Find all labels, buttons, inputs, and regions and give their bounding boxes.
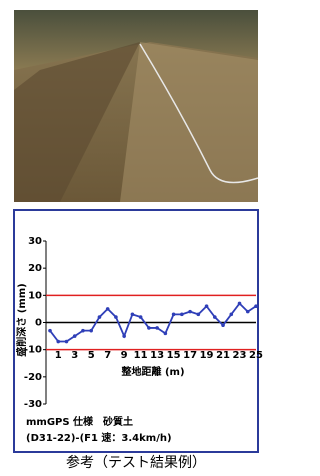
data-point bbox=[98, 315, 102, 319]
x-tick-label: 13 bbox=[150, 350, 164, 361]
data-point bbox=[213, 315, 217, 319]
caption: 参考（テスト結果例） bbox=[66, 454, 206, 471]
data-point bbox=[114, 315, 118, 319]
data-point bbox=[122, 334, 126, 338]
data-point bbox=[139, 315, 143, 319]
x-tick-label: 1 bbox=[55, 350, 62, 361]
x-tick-label: 7 bbox=[104, 350, 111, 361]
x-tick-label: 3 bbox=[71, 350, 78, 361]
x-axis-title: 整地距離 (m) bbox=[120, 365, 184, 378]
x-tick-label: 11 bbox=[134, 350, 148, 361]
y-tick-label: 20 bbox=[28, 263, 42, 274]
data-point bbox=[48, 329, 52, 333]
photo bbox=[14, 10, 258, 202]
data-point bbox=[73, 334, 77, 338]
data-point bbox=[131, 313, 135, 317]
data-point bbox=[229, 313, 233, 317]
data-point bbox=[254, 304, 258, 308]
data-point bbox=[106, 307, 110, 311]
data-point bbox=[205, 304, 209, 308]
data-point bbox=[89, 329, 93, 333]
y-tick-label: -10 bbox=[24, 345, 42, 356]
data-point bbox=[238, 302, 242, 306]
data-point bbox=[164, 332, 168, 336]
data-point bbox=[147, 326, 151, 330]
data-point bbox=[197, 313, 201, 317]
data-point bbox=[180, 313, 184, 317]
y-tick-label: 0 bbox=[35, 318, 42, 329]
x-tick-label: 23 bbox=[233, 350, 247, 361]
data-point bbox=[56, 340, 60, 344]
x-tick-label: 17 bbox=[183, 350, 197, 361]
data-point bbox=[221, 323, 225, 327]
x-tick-label: 21 bbox=[216, 350, 230, 361]
data-point bbox=[65, 340, 69, 344]
x-tick-label: 19 bbox=[200, 350, 214, 361]
x-tick-label: 9 bbox=[121, 350, 128, 361]
data-point bbox=[81, 329, 85, 333]
data-point bbox=[246, 310, 250, 314]
data-point bbox=[155, 326, 159, 330]
y-tick-label: 30 bbox=[28, 236, 42, 247]
y-tick-label: 10 bbox=[28, 290, 42, 301]
y-tick-label: -30 bbox=[24, 399, 42, 410]
y-tick-label: -20 bbox=[24, 372, 42, 383]
x-tick-label: 25 bbox=[249, 350, 263, 361]
note: mmGPS 仕様 砂質土 bbox=[26, 415, 133, 428]
data-point bbox=[188, 310, 192, 314]
x-tick-label: 15 bbox=[167, 350, 181, 361]
note: (D31-22)-(F1 速：3.4km/h) bbox=[26, 431, 172, 444]
data-point bbox=[172, 313, 176, 317]
x-tick-label: 5 bbox=[88, 350, 95, 361]
